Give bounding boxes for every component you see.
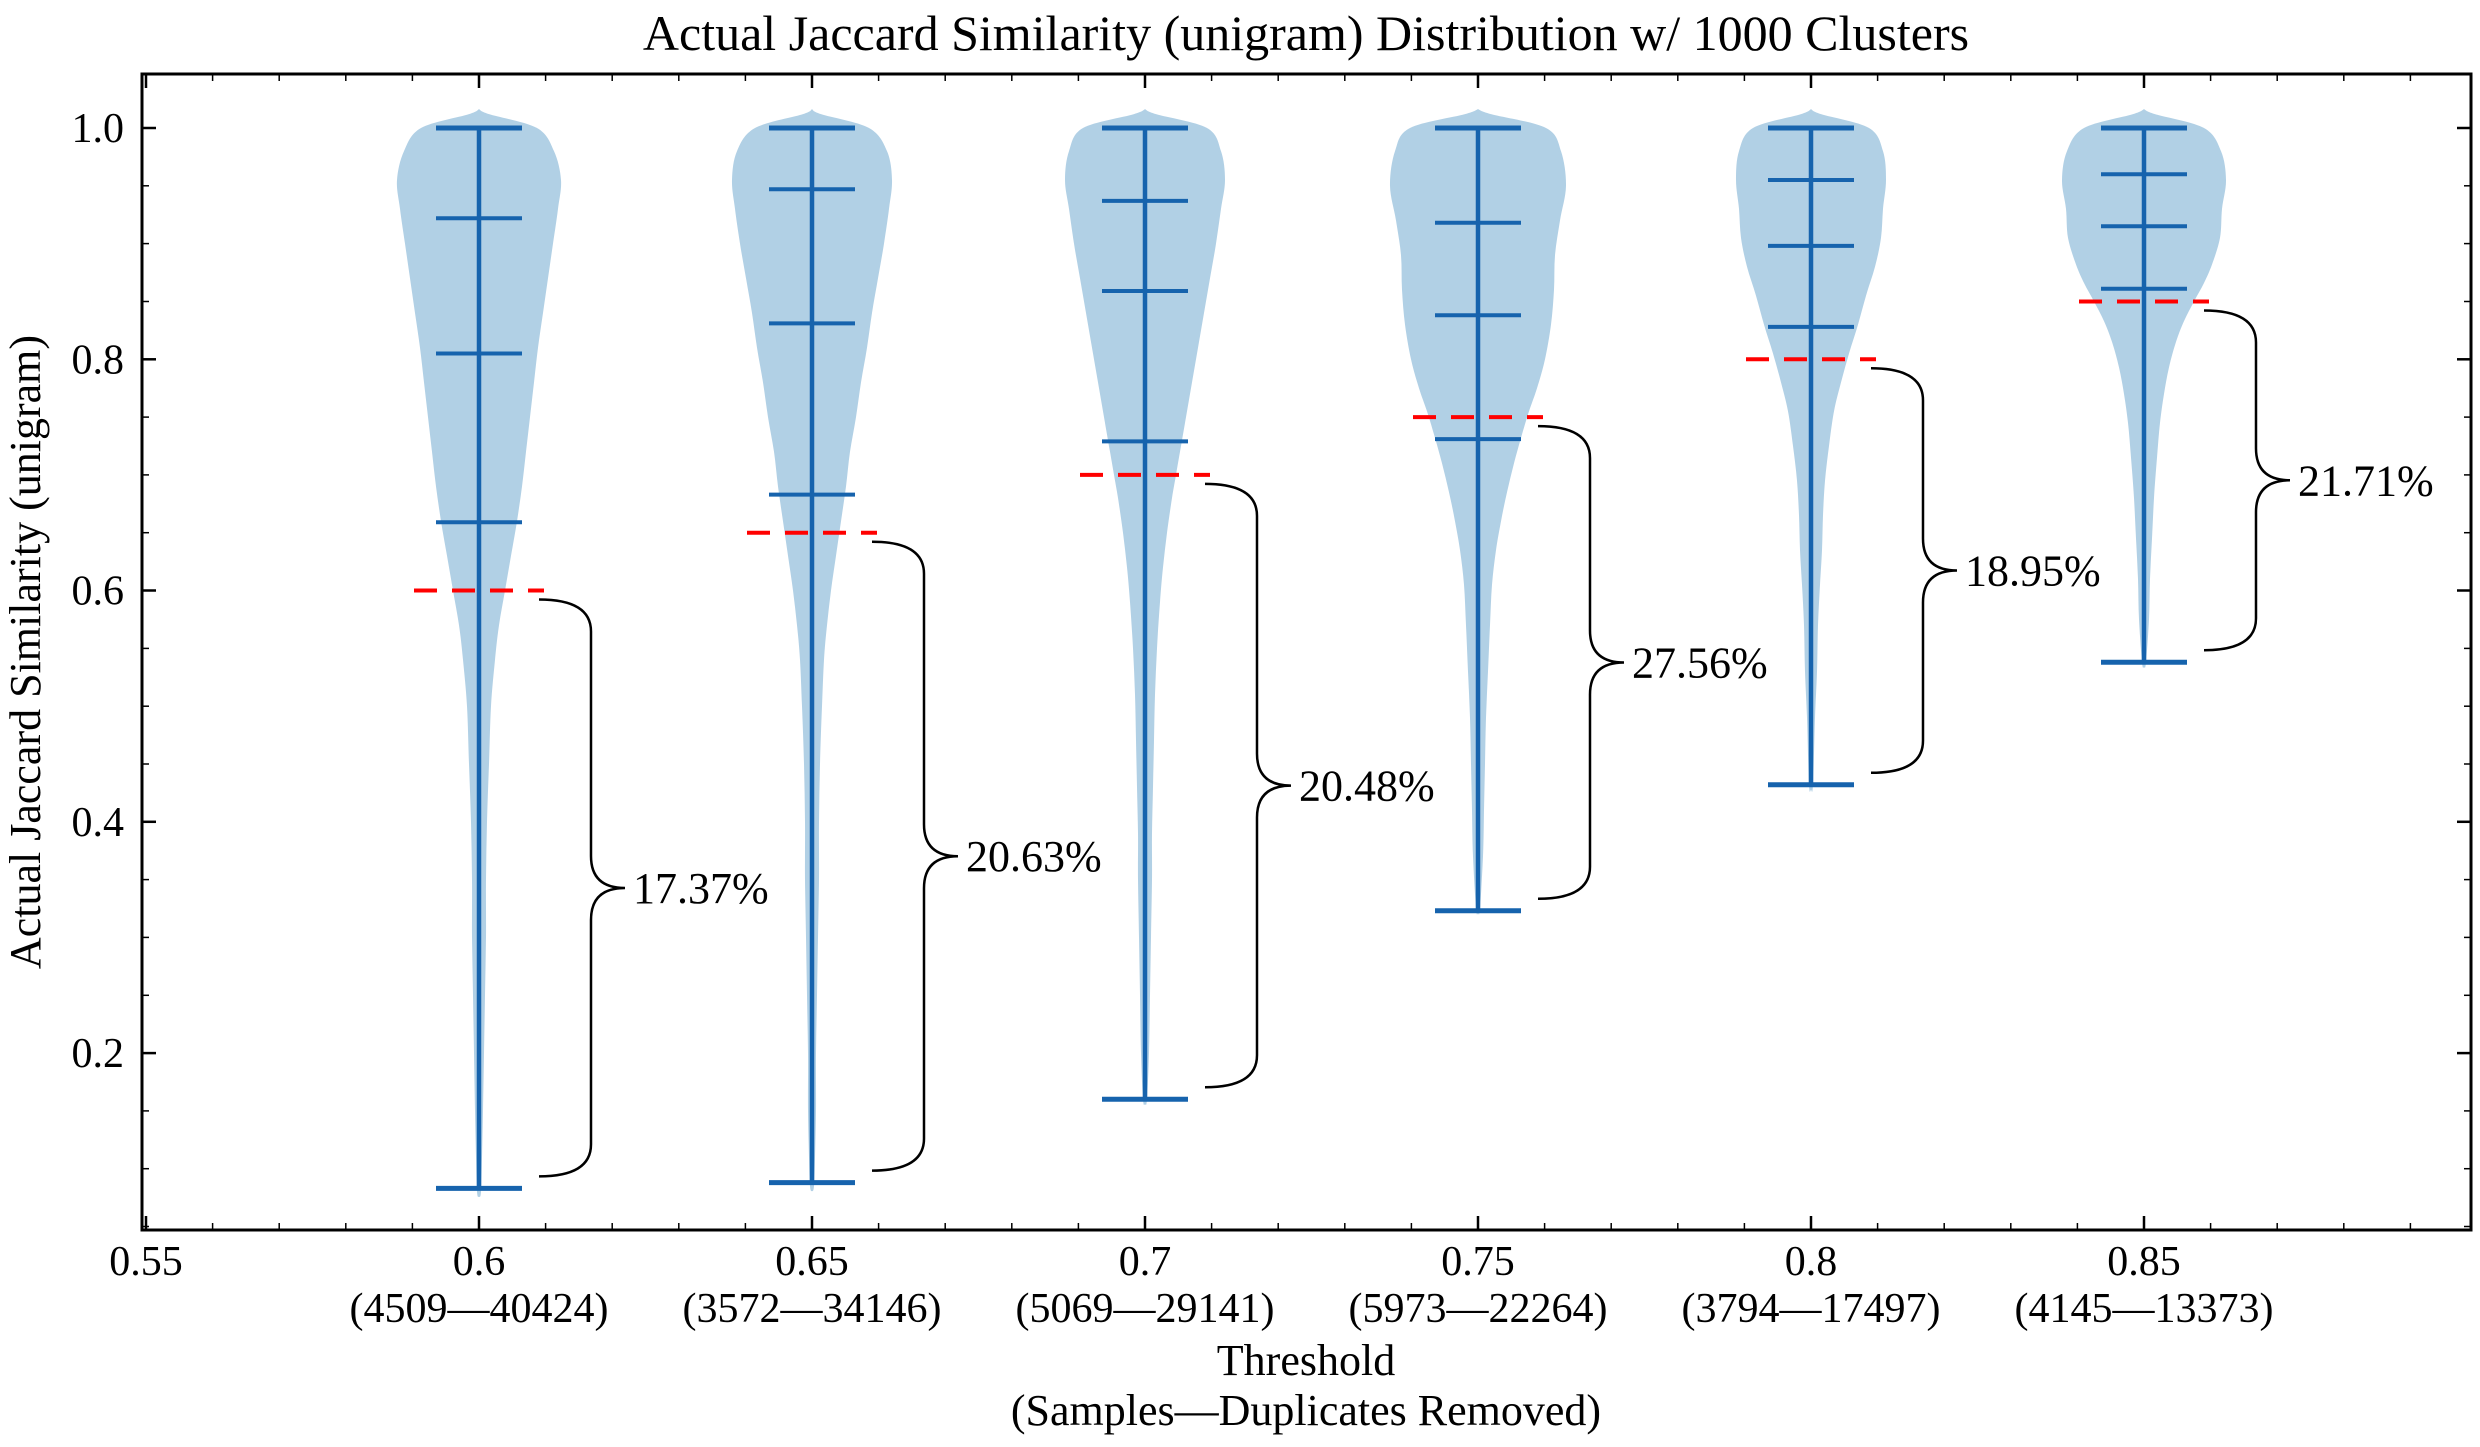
annotation-layer: 17.37% 20.63% 20.48% 27.56% 18.95% 21.71%: [414, 299, 2434, 1178]
pct-below-threshold-label: 20.48%: [1299, 762, 1435, 811]
violin-group: [1389, 109, 1567, 915]
x-tick-samples-label: (3572—34146): [683, 1286, 942, 1332]
y-tick-label: 0.8: [72, 337, 125, 383]
y-tick-label: 0.6: [72, 569, 125, 615]
violin-layer: [396, 109, 2227, 1197]
x-tick-samples-label: (5069—29141): [1016, 1286, 1275, 1332]
pct-below-threshold-label: 17.37%: [633, 864, 769, 913]
pct-brace: [1870, 367, 1958, 775]
violin-group: [1736, 109, 1886, 792]
plot-border: [140, 72, 2473, 1232]
x-tick-label: 0.75: [1441, 1239, 1515, 1285]
y-tick-label: 0.2: [72, 1031, 125, 1077]
pct-below-threshold-label: 21.71%: [2298, 456, 2434, 505]
x-tick-label: 0.65: [775, 1239, 849, 1285]
violin-group: [396, 109, 562, 1197]
y-tick-label: 0.4: [72, 800, 125, 846]
pct-below-threshold-label: 18.95%: [1965, 547, 2101, 596]
x-tick-label: 0.85: [2107, 1239, 2181, 1285]
x-tick-label: 0.55: [109, 1239, 183, 1285]
pct-below-threshold-label: 27.56%: [1632, 639, 1768, 688]
y-tick-label: 1.0: [72, 106, 125, 152]
violin-group: [1065, 109, 1225, 1106]
x-tick-samples-label: (4509—40424): [350, 1286, 609, 1332]
x-axis-label-line2: (Samples—Duplicates Removed): [1011, 1386, 1601, 1435]
x-axis-label-line1: Threshold: [1217, 1336, 1395, 1385]
x-tick-samples-label: (4145—13373): [2015, 1286, 2274, 1332]
axes-layer: 0.55 0.6(4509—40424)0.65(3572—34146)0.7(5…: [72, 72, 2473, 1332]
x-tick-label: 0.8: [1785, 1239, 1838, 1285]
violin-group: [2061, 109, 2227, 668]
y-axis-label: Actual Jaccard Similarity (unigram): [1, 335, 50, 969]
x-tick-samples-label: (3794—17497): [1682, 1286, 1941, 1332]
x-tick-samples-label: (5973—22264): [1349, 1286, 1608, 1332]
pct-brace: [1537, 424, 1625, 901]
pct-brace: [871, 540, 959, 1172]
chart-title: Actual Jaccard Similarity (unigram) Dist…: [643, 5, 1969, 61]
x-tick-label: 0.7: [1119, 1239, 1172, 1285]
pct-below-threshold-label: 20.63%: [966, 832, 1102, 881]
violin-group: [731, 109, 893, 1192]
pct-brace: [2203, 309, 2291, 652]
x-tick-label: 0.6: [453, 1239, 506, 1285]
